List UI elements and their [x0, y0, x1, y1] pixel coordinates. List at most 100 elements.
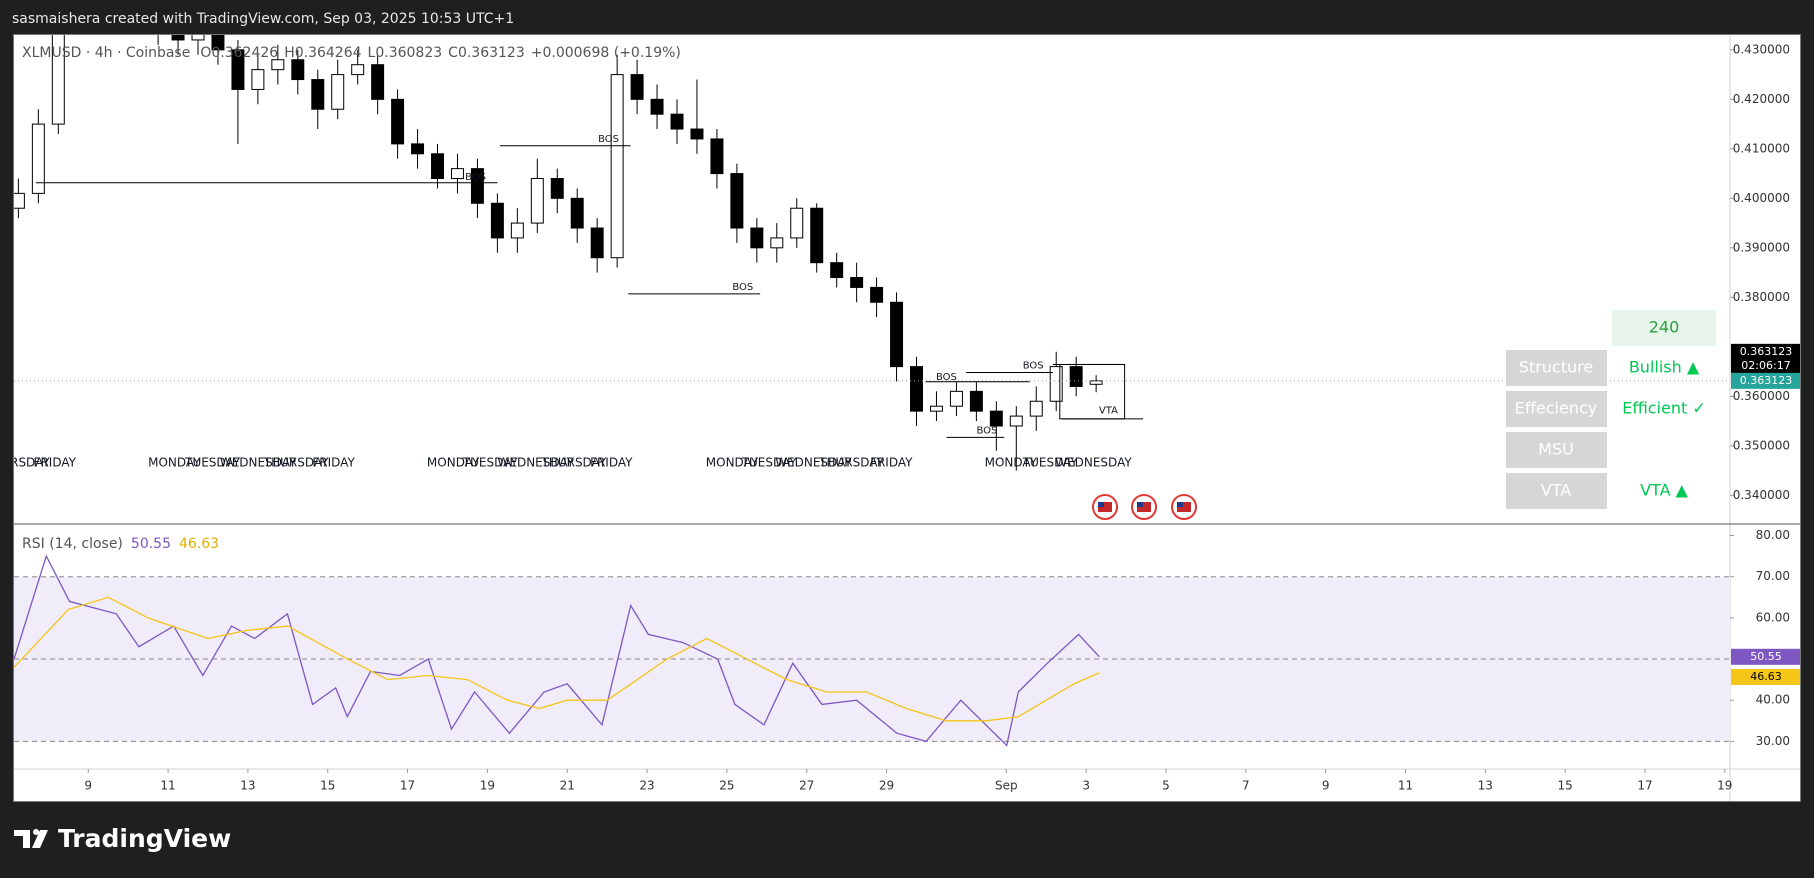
ohlc-key: H [284, 45, 295, 61]
rsi-line [14, 596, 1100, 722]
rsi-legend: RSI (14, close) 50.55 46.63 [22, 536, 219, 552]
y-tick-label: 0.340000 [1733, 488, 1790, 502]
ohlc-value: 0.364264 [295, 45, 362, 61]
x-tick-label: 15 [320, 779, 335, 793]
row-value: Efficient ✓ [1622, 399, 1706, 418]
candle-body [490, 202, 504, 239]
x-tick-label: 11 [160, 779, 175, 793]
candle-body [411, 143, 425, 155]
flag-canton [1137, 502, 1143, 507]
candle-body [251, 69, 265, 90]
session-label: WEDNESDAY [498, 456, 575, 470]
rsi-title: RSI (14, close) [22, 536, 123, 552]
x-tick-label: 27 [799, 779, 814, 793]
session-label: MONDAY [148, 456, 201, 470]
candle-body [929, 405, 943, 412]
candle-body [470, 168, 484, 204]
candle-body [710, 138, 724, 175]
row-label: MSU [1538, 440, 1574, 459]
ohlc-key: O [200, 45, 211, 61]
row-value: Bullish ▲ [1629, 358, 1700, 377]
session-label: FRIDAY [34, 456, 77, 470]
candle-body [770, 237, 784, 249]
candle-body [391, 98, 405, 145]
attribution: sasmaishera created with TradingView.com… [12, 11, 514, 27]
session-label: TUESDAY [184, 456, 241, 470]
candle-body [610, 74, 624, 259]
countdown: 02:06:17 [1741, 359, 1790, 372]
row-label: VTA [1541, 481, 1571, 500]
y-tick-label: 30.00 [1756, 734, 1790, 748]
annotation: BOS [936, 372, 957, 383]
candle-body [670, 113, 684, 130]
candle-body [14, 192, 25, 209]
annotation: BOS [598, 134, 619, 145]
session-label: WEDNESDAY [220, 456, 297, 470]
rsi-label: 46.63 [1750, 670, 1782, 683]
session-label: MONDAY [427, 456, 480, 470]
y-tick-label: 0.410000 [1733, 141, 1790, 155]
x-tick-label: 11 [1398, 779, 1413, 793]
candle-body [431, 153, 444, 180]
candle-body [550, 178, 564, 199]
flag-canton [1177, 502, 1183, 507]
logo-text: TradingView [58, 824, 231, 853]
session-label: THURSDAY [263, 456, 329, 470]
x-tick-label: 5 [1162, 779, 1170, 793]
flag-stripe [1177, 502, 1191, 512]
symbol-legend: XLMUSD · 4h · Coinbase O0.362426 H0.364264… [22, 45, 681, 61]
candle-body [989, 410, 1003, 427]
candle-body [969, 390, 983, 412]
x-tick-label: 3 [1082, 779, 1090, 793]
range-box [1059, 363, 1126, 420]
candle-body [1009, 415, 1023, 427]
flag-stripe [1098, 502, 1112, 512]
y-tick-label: 0.350000 [1733, 438, 1790, 452]
x-tick-label: 15 [1558, 779, 1573, 793]
session-label: TUESDAY [1022, 456, 1079, 470]
row-label-box [1506, 432, 1607, 468]
candle-body [590, 227, 604, 259]
annotation: VTA [1099, 406, 1118, 417]
x-tick-label: 7 [1242, 779, 1250, 793]
candle-body [351, 64, 365, 76]
y-tick-label: 60.00 [1756, 610, 1790, 624]
x-tick-label: 21 [560, 779, 575, 793]
x-tick-label: 19 [480, 779, 495, 793]
x-tick-label: 25 [719, 779, 734, 793]
row-label-box [1506, 350, 1607, 386]
session-label: MONDAY [985, 456, 1038, 470]
candle-body [291, 59, 305, 81]
price-label-box [1731, 343, 1800, 374]
flag-canton [1098, 502, 1104, 507]
y-tick-label: 0.400000 [1733, 191, 1790, 205]
candle-body [750, 227, 764, 249]
x-tick-label: 17 [400, 779, 415, 793]
ohlc-key: C [448, 45, 458, 61]
change: +0.000698 (+0.19%) [531, 45, 681, 61]
candle-body [191, 35, 205, 41]
logo-mark [14, 829, 48, 848]
y-tick-label: 70.00 [1756, 569, 1790, 583]
flag-stripe [1137, 502, 1151, 512]
candle-body [890, 301, 904, 368]
rsi-ma-value: 46.63 [179, 536, 219, 552]
candle-body [870, 286, 884, 303]
x-tick-label: 19 [1717, 779, 1732, 793]
candle-body [1049, 366, 1063, 402]
candle-body [949, 390, 963, 407]
session-label: THURSDAY [540, 456, 606, 470]
last-price-box [1731, 372, 1800, 389]
candle-body [1089, 380, 1103, 385]
candle-body [510, 222, 524, 239]
candle-body [331, 74, 345, 110]
candle-body [830, 262, 844, 279]
candle-body [271, 59, 285, 71]
annotation: BOS [465, 172, 486, 183]
candle-body [211, 35, 225, 51]
session-label: MONDAY [706, 456, 759, 470]
candle-body [570, 197, 584, 229]
candle-body [450, 168, 464, 180]
session-label: FRIDAY [590, 456, 633, 470]
